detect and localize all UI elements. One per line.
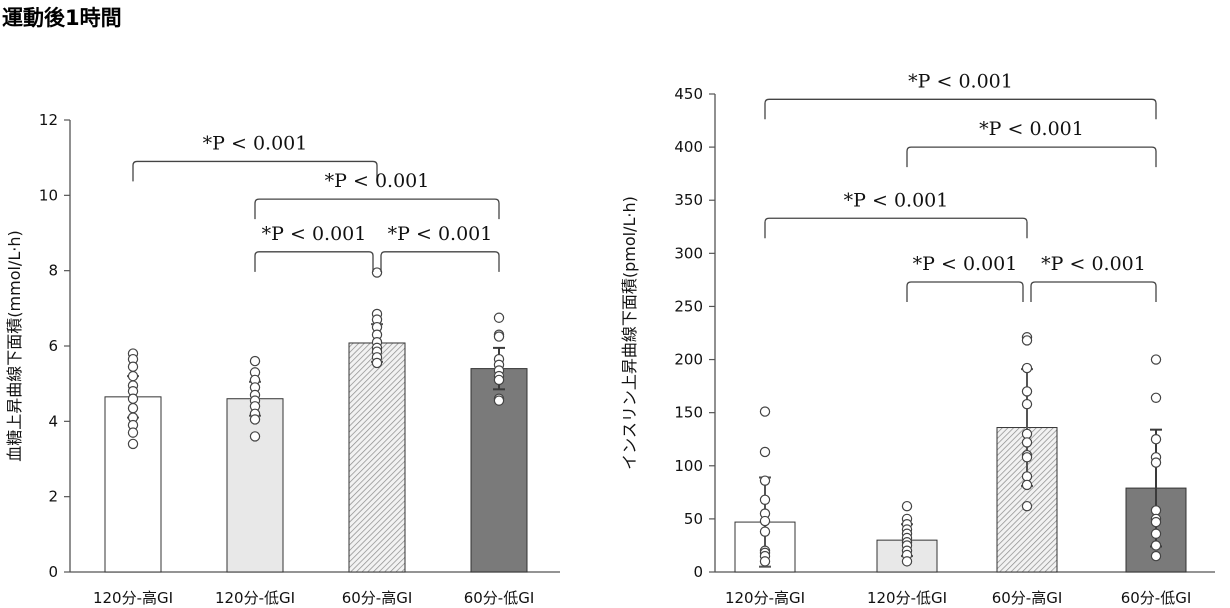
significance-label: *P < 0.001: [844, 189, 949, 211]
data-point: [901, 556, 913, 567]
data-point: [127, 370, 139, 382]
data-point: [1150, 505, 1162, 516]
data-point: [493, 312, 505, 323]
data-point: [759, 475, 771, 486]
y-tick-label: 300: [674, 244, 703, 262]
category-label: 120分-低GI: [867, 589, 947, 607]
y-tick-label: 250: [674, 297, 703, 315]
data-point: [249, 355, 261, 367]
data-point: [1150, 528, 1162, 539]
bar-2: [226, 398, 284, 573]
insulin-auc-chart: 0 50 100 150 200 250 300 350 400 450 インスリン上昇曲線下面積(…: [620, 70, 1215, 607]
data-point: [1021, 437, 1033, 448]
page-title: 運動後1時間: [2, 6, 122, 30]
significance-bracket: [380, 251, 500, 272]
data-point: [1150, 354, 1162, 365]
data-point: [371, 357, 383, 369]
category-label: 120分-高GI: [93, 589, 173, 607]
data-point: [1021, 362, 1033, 374]
y-tick-label: 0: [693, 563, 703, 581]
significance-label: *P < 0.001: [1041, 253, 1146, 275]
category-label: 60分-高GI: [342, 589, 413, 607]
data-point: [1150, 457, 1162, 468]
data-point: [759, 406, 771, 417]
y-tick-label: 0: [48, 563, 58, 581]
data-point: [1150, 434, 1162, 445]
data-point: [1021, 428, 1033, 440]
y-axis-label: インスリン上昇曲線下面積(pmol/L·h): [620, 196, 639, 470]
y-tick-label: 6: [48, 337, 58, 355]
significance-bracket: [254, 251, 374, 272]
data-point: [371, 267, 383, 278]
data-point: [759, 494, 771, 505]
significance-label: *P < 0.001: [908, 70, 1013, 92]
data-point: [493, 374, 505, 386]
y-tick-label: 4: [48, 412, 58, 430]
data-point: [1021, 452, 1033, 463]
significance-label: *P < 0.001: [913, 253, 1018, 275]
significance-label: *P < 0.001: [388, 223, 493, 245]
category-label: 60分-低GI: [1121, 589, 1192, 607]
y-tick-label: 10: [39, 186, 58, 204]
data-point: [759, 526, 771, 537]
significance-bracket: [764, 98, 1157, 120]
data-point: [127, 427, 139, 438]
data-point: [759, 556, 771, 567]
data-point: [1021, 479, 1033, 491]
y-tick-label: 2: [48, 488, 58, 506]
data-point: [493, 331, 505, 342]
data-point: [1150, 550, 1162, 562]
y-tick-label: 450: [674, 85, 703, 103]
glucose-auc-chart: 0 2 4 6 8 10 12 血糖上昇曲線下面積(mmol/L·h) 120分-高GI 120分…: [5, 111, 560, 607]
data-point: [127, 393, 139, 404]
significance-bracket: [254, 198, 500, 220]
significance-bracket: [764, 217, 1028, 239]
significance-label: *P < 0.001: [979, 118, 1084, 140]
data-point: [1021, 398, 1033, 410]
data-point: [759, 515, 771, 527]
data-point: [901, 500, 913, 512]
category-label: 60分-低GI: [464, 589, 535, 607]
category-label: 120分-高GI: [725, 589, 805, 607]
y-tick-label: 100: [674, 457, 703, 475]
category-label: 120分-低GI: [215, 589, 295, 607]
data-point: [127, 438, 139, 450]
y-tick-label: 200: [674, 351, 703, 369]
significance-bracket: [906, 146, 1157, 168]
data-point: [127, 402, 139, 414]
y-tick-label: 50: [684, 510, 703, 528]
y-tick-label: 12: [39, 111, 58, 129]
significance-bracket: [132, 160, 378, 182]
data-point: [1021, 386, 1033, 397]
y-axis-label: 血糖上昇曲線下面積(mmol/L·h): [5, 230, 24, 461]
significance-bracket: [1030, 281, 1157, 303]
data-point: [1021, 471, 1033, 482]
data-point: [1150, 392, 1162, 403]
data-point: [127, 361, 139, 372]
data-point: [249, 431, 261, 442]
category-label: 60分-高GI: [992, 589, 1063, 607]
significance-label: *P < 0.001: [203, 132, 308, 154]
significance-label: *P < 0.001: [262, 223, 367, 245]
y-tick-label: 8: [48, 262, 58, 280]
data-point: [1150, 540, 1162, 551]
data-point: [759, 446, 771, 458]
data-point: [1021, 335, 1033, 346]
data-point: [1021, 500, 1033, 512]
y-tick-label: 400: [674, 138, 703, 156]
data-point: [249, 414, 261, 425]
significance-bracket: [906, 281, 1024, 303]
data-point: [1150, 516, 1162, 528]
y-tick-label: 150: [674, 404, 703, 422]
y-tick-label: 350: [674, 191, 703, 209]
data-point: [493, 395, 505, 406]
significance-label: *P < 0.001: [325, 170, 430, 192]
bar-3: [348, 342, 406, 573]
